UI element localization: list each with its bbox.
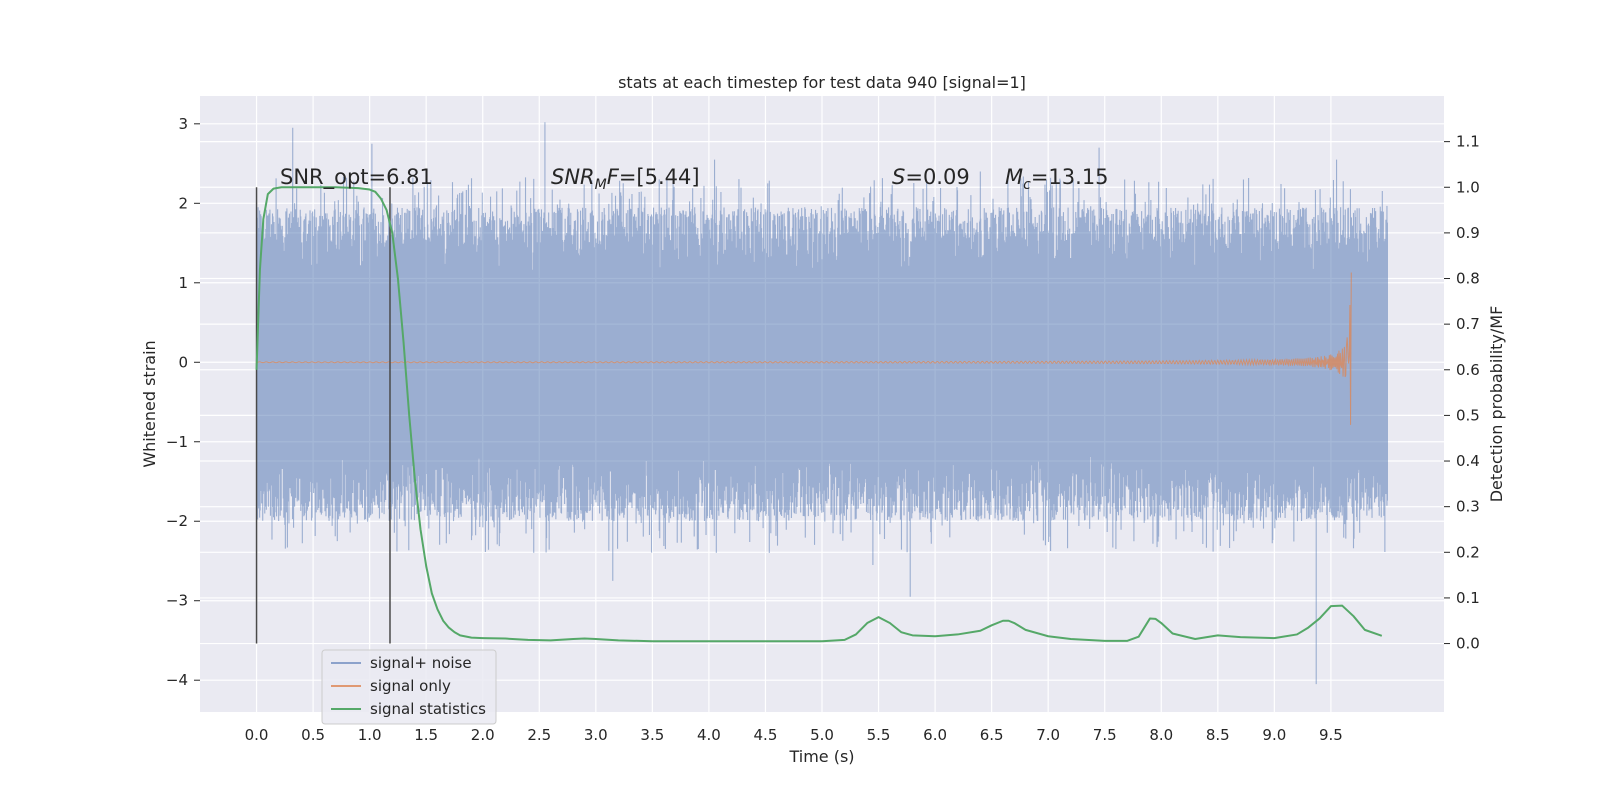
stats-series [255, 186, 1383, 643]
legend-label-signal: signal only [370, 677, 451, 695]
x-tick-label: 2.5 [527, 726, 551, 744]
x-tick-label: 6.0 [923, 726, 947, 744]
y-tick-label: −4 [166, 671, 188, 689]
x-tick-label: 8.0 [1149, 726, 1173, 744]
legend-box [321, 649, 497, 725]
y-axis-title: Whitened strain [140, 340, 159, 467]
s-annotation: S=0.09 [892, 165, 970, 189]
y2-tick-label: 0.5 [1456, 406, 1480, 424]
snr-mf-main: SNR [551, 165, 595, 189]
x-tick-label: 2.0 [471, 726, 495, 744]
y-tick-label: 2 [178, 194, 188, 212]
s-main: S [892, 165, 905, 189]
y2-tick-label: 0.0 [1456, 635, 1480, 653]
y2-tick-label: 1.0 [1456, 178, 1480, 196]
snr-mf-sub: M [595, 177, 607, 193]
mc-annotation: Mc=13.15 [1005, 165, 1109, 193]
mc-sub: c [1023, 177, 1031, 193]
x-tick-label: 5.0 [810, 726, 834, 744]
legend-label-noise: signal+ noise [370, 654, 472, 672]
snr-mf-suffix: F [607, 165, 620, 189]
y2-tick-label: 0.1 [1456, 589, 1480, 607]
legend-label-stats: signal statistics [370, 700, 486, 718]
legend: signal+ noise signal only signal statist… [321, 649, 497, 725]
x-tick-label: 7.0 [1036, 726, 1060, 744]
s-value: =0.09 [905, 165, 969, 189]
x-tick-label: 4.5 [754, 726, 778, 744]
x-axis-title: Time (s) [788, 747, 854, 766]
mc-value: =13.15 [1031, 165, 1109, 189]
x-tick-label: 7.5 [1093, 726, 1117, 744]
chart-title: stats at each timestep for test data 940… [618, 73, 1026, 92]
x-tick-label: 6.5 [980, 726, 1004, 744]
signal-trace [256, 272, 1352, 425]
mc-main: M [1005, 165, 1023, 189]
snr-mf-value: =[5.44] [619, 165, 700, 189]
x-tick-label: 1.5 [414, 726, 438, 744]
x-tick-label: 1.0 [358, 726, 382, 744]
y-tick-label: −1 [166, 433, 188, 451]
ticks: 0.0 0.5 1.0 1.5 2.0 2.5 3.0 3.5 4.0 4.5 5.0 5.5 6.0 6… [166, 115, 1480, 744]
x-tick-label: 4.0 [697, 726, 721, 744]
y2-tick-label: 0.2 [1456, 543, 1480, 561]
signal-series [256, 272, 1352, 425]
y2-tick-label: 0.3 [1456, 498, 1480, 516]
y2-tick-label: 0.6 [1456, 361, 1480, 379]
y-tick-label: −3 [166, 592, 188, 610]
x-tick-label: 9.5 [1319, 726, 1343, 744]
y-tick-label: 0 [178, 353, 188, 371]
y2-tick-label: 0.8 [1456, 270, 1480, 288]
x-tick-label: 0.5 [301, 726, 325, 744]
x-tick-label: 8.5 [1206, 726, 1230, 744]
y2-tick-label: 1.1 [1456, 133, 1480, 151]
y-tick-label: −2 [166, 512, 188, 530]
stats-curve [255, 186, 1383, 643]
y2-axis-title: Detection probability/MF [1487, 306, 1506, 503]
x-tick-label: 9.0 [1262, 726, 1286, 744]
y2-tick-label: 0.7 [1456, 315, 1480, 333]
x-tick-label: 0.0 [245, 726, 269, 744]
vertical-markers [255, 187, 391, 644]
x-tick-label: 5.5 [867, 726, 891, 744]
y2-tick-label: 0.9 [1456, 224, 1480, 242]
y2-tick-label: 0.4 [1456, 452, 1480, 470]
snr-mf-annotation: SNRMF=[5.44] [551, 165, 700, 193]
x-tick-label: 3.0 [584, 726, 608, 744]
snr-opt-annotation: SNR_opt=6.81 [280, 165, 433, 190]
x-tick-label: 3.5 [640, 726, 664, 744]
y-tick-label: 3 [178, 115, 188, 133]
y-tick-label: 1 [178, 274, 188, 292]
